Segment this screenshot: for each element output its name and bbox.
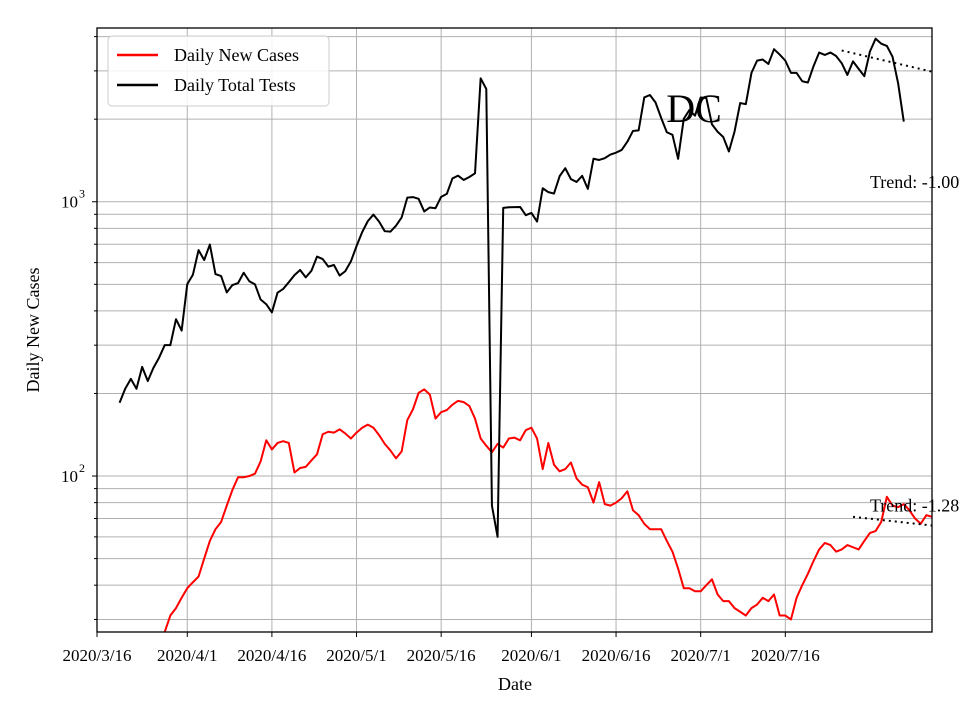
x-tick-label: 2020/6/1 (501, 646, 561, 665)
x-tick-label: 2020/7/1 (670, 646, 730, 665)
chart-title: DC (666, 86, 722, 131)
trend-annotation: Trend: -1.28% per day (870, 496, 960, 516)
x-tick-label: 2020/6/16 (582, 646, 651, 665)
x-tick-label: 2020/4/1 (157, 646, 217, 665)
x-tick-label: 2020/7/16 (751, 646, 820, 665)
y-tick-exponent: 3 (79, 187, 85, 201)
x-tick-label: 2020/5/1 (326, 646, 386, 665)
trend-annotations: Trend: -1.00% per day Trend: -1.28% per d… (870, 172, 960, 516)
y-axis-label: Daily New Cases (23, 268, 43, 393)
y-tick-label: 10 (61, 467, 78, 486)
y-tick-exponent: 2 (79, 461, 85, 475)
axis-ticks: 2020/3/16 2020/4/1 2020/4/16 2020/5/1 2020/5… (61, 36, 820, 665)
y-tick-label: 10 (61, 193, 78, 212)
trend-line-1 (841, 49, 933, 73)
x-tick-label: 2020/5/16 (407, 646, 476, 665)
gridlines (96, 28, 932, 632)
legend: Daily New Cases Daily Total Tests (107, 35, 330, 107)
series-line-0 (163, 388, 932, 632)
trend-line-0 (852, 515, 933, 527)
legend-label: Daily New Cases (174, 45, 299, 65)
x-tick-label: 2020/3/16 (63, 646, 132, 665)
series-line-1 (118, 37, 905, 538)
plot-frame (96, 27, 933, 633)
series-layer (118, 37, 933, 632)
x-axis-label: Date (498, 674, 532, 694)
x-tick-label: 2020/4/16 (237, 646, 306, 665)
legend-box (107, 35, 330, 107)
trend-annotation: Trend: -1.00% per day (870, 172, 960, 192)
legend-label: Daily Total Tests (174, 75, 296, 95)
